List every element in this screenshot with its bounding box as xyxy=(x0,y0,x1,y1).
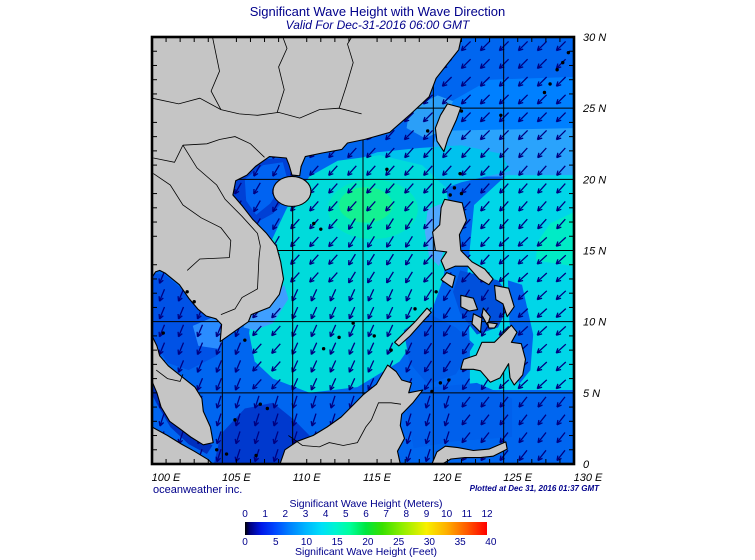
mindanao xyxy=(460,324,527,386)
map-frame xyxy=(150,35,576,466)
legend-color-bar: 0 1 2 3 4 5 6 7 8 9 10 11 120 5 10 15 20 25 30 35 40 xyxy=(242,509,497,548)
x-tick-label: 125 E xyxy=(503,472,532,484)
x-tick-label: 105 E xyxy=(222,472,251,484)
legend-meters-tick: 0 xyxy=(242,509,248,520)
x-tick-label: 115 E xyxy=(363,472,392,484)
valid-time-subtitle: Valid For Dec-31-2016 06:00 GMT xyxy=(285,18,470,32)
y-tick-label: 0 xyxy=(583,459,590,471)
mainland-asia xyxy=(152,37,463,343)
cebu xyxy=(481,307,491,326)
vietnam-laos-border xyxy=(182,144,261,260)
oceanweather-credit: oceanweather inc. xyxy=(153,484,243,496)
x-tick-label: 100 E xyxy=(152,472,181,484)
borneo-border xyxy=(288,402,402,448)
thailand-cambodia-border xyxy=(186,257,230,271)
longitude-axis-labels: 100 E 105 E 110 E 115 E 120 E 125 E 130 E xyxy=(152,472,603,484)
panay xyxy=(460,294,479,312)
legend-feet-tick: 40 xyxy=(485,537,497,548)
legend-meters-tick: 7 xyxy=(383,509,389,520)
page-title: Significant Wave Height with Wave Direct… xyxy=(249,4,506,19)
celebes-sea xyxy=(403,382,513,449)
legend-meters-tick: 3 xyxy=(303,509,309,520)
plotted-timestamp: Plotted at Dec 31, 2016 01:37 GMT xyxy=(469,484,599,493)
east-china-sea-band xyxy=(437,76,574,131)
x-tick-label: 120 E xyxy=(433,472,462,484)
country-borders xyxy=(152,37,402,448)
palawan xyxy=(394,307,432,347)
china-province-line-1 xyxy=(210,37,222,110)
y-tick-label: 30 N xyxy=(583,32,606,44)
legend-meters-tick: 9 xyxy=(424,509,430,520)
y-tick-label: 20 N xyxy=(582,174,606,186)
legend-meters-tick: 5 xyxy=(343,509,349,520)
land-masses xyxy=(152,37,527,464)
legend-feet-tick: 10 xyxy=(301,537,313,548)
china-vietnam-border xyxy=(182,136,265,158)
legend-meters-tick: 12 xyxy=(481,509,493,520)
hainan-island xyxy=(272,175,312,207)
legend-title-meters: Significant Wave Height (Meters) xyxy=(289,498,443,510)
legend-feet-tick: 30 xyxy=(424,537,436,548)
borneo xyxy=(279,364,424,464)
legend-meters-tick: 6 xyxy=(363,509,369,520)
taiwan xyxy=(434,103,462,153)
y-tick-label: 25 N xyxy=(582,103,606,115)
legend-meters-tick: 1 xyxy=(262,509,268,520)
malay-peninsula xyxy=(152,335,214,446)
laos-china-border xyxy=(153,145,184,163)
legend-meters-tick: 11 xyxy=(462,509,473,520)
luzon xyxy=(432,198,494,286)
bohol xyxy=(486,321,498,329)
thailand-malaysia-border xyxy=(155,369,184,382)
legend-meters-tick: 8 xyxy=(404,509,410,520)
legend-feet-tick: 15 xyxy=(332,537,344,548)
legend-feet-tick: 25 xyxy=(393,537,405,548)
latitude-axis-labels: 0 5 N 10 N 15 N 20 N 25 N 30 N xyxy=(582,32,606,471)
x-tick-label: 130 E xyxy=(574,472,603,484)
legend-meters-tick: 2 xyxy=(283,509,289,520)
y-tick-label: 15 N xyxy=(583,246,606,258)
y-tick-label: 5 N xyxy=(583,388,600,400)
sulu-sea xyxy=(403,313,475,385)
legend-meters-tick: 10 xyxy=(441,509,453,520)
legend-meters-tick: 4 xyxy=(323,509,329,520)
china-province-line-3 xyxy=(276,37,288,113)
negros xyxy=(471,313,483,333)
small-islands xyxy=(161,50,571,458)
green-patch-core xyxy=(339,187,393,223)
y-tick-label: 10 N xyxy=(583,317,606,329)
sumatra xyxy=(152,426,214,464)
sulawesi xyxy=(431,441,508,464)
samar-leyte xyxy=(493,284,515,318)
china-province-line-2 xyxy=(152,97,362,119)
legend-title-feet: Significant Wave Height (Feet) xyxy=(294,546,437,558)
pacific-green-east xyxy=(536,212,574,267)
legend-feet-tick: 20 xyxy=(362,537,374,548)
thailand-laos-border xyxy=(153,173,232,258)
vietnam-cambodia-border xyxy=(220,258,260,315)
mindoro xyxy=(440,272,456,289)
x-tick-label: 110 E xyxy=(293,472,322,484)
legend-feet-tick: 5 xyxy=(273,537,279,548)
legend-feet-tick: 35 xyxy=(455,537,467,548)
legend-feet-tick: 0 xyxy=(242,537,248,548)
